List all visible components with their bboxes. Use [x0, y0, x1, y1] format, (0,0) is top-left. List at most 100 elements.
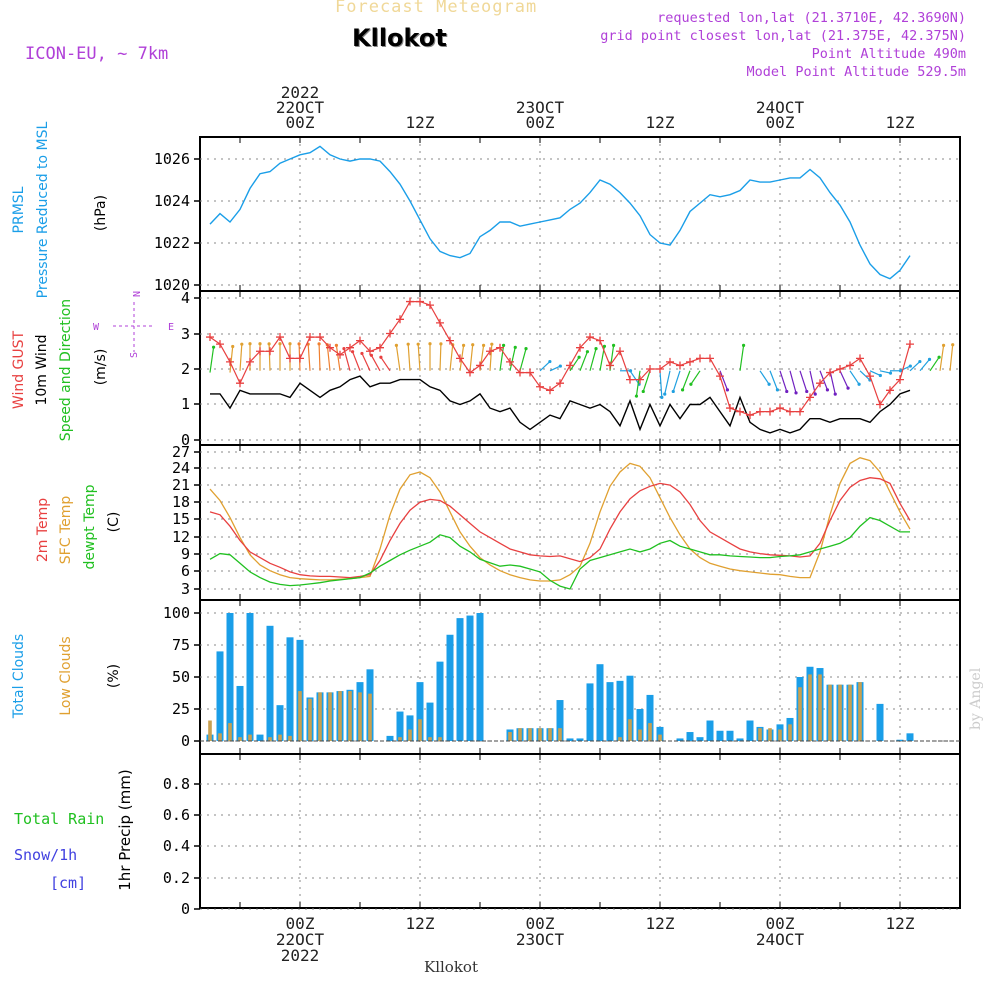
wind-arrow — [268, 343, 271, 371]
wind-arrow — [849, 370, 860, 385]
gust-marker — [396, 315, 404, 324]
total-cloud-bar — [876, 703, 884, 741]
time-axis-top-label: 23OCT — [516, 98, 565, 117]
y-tick-label: 0 — [181, 900, 190, 918]
gust-marker — [336, 350, 344, 359]
total-cloud-bar — [236, 685, 244, 741]
gust-marker — [236, 379, 244, 388]
gust-marker — [326, 343, 334, 352]
gust-marker — [666, 357, 674, 366]
dewpt-line — [209, 516, 910, 590]
gust-marker — [436, 318, 444, 327]
wind-arrow-head — [471, 343, 475, 347]
wind-arrow-head — [741, 343, 746, 348]
gust-marker — [596, 336, 604, 345]
wind-arrow-head — [725, 388, 730, 392]
gust-marker — [286, 354, 294, 363]
gust-marker — [876, 400, 884, 409]
wind-arrow-head — [490, 342, 494, 346]
y-tick-label: 24 — [172, 459, 190, 477]
wind-arrow — [239, 344, 243, 371]
time-axis-bottom-label: 22OCT — [276, 930, 325, 949]
gust-marker — [556, 379, 564, 388]
gust-marker — [416, 297, 424, 306]
wind-arrow-head — [513, 345, 517, 349]
time-axis-bottom-label: 00Z — [766, 914, 795, 933]
wind-arrow — [549, 365, 561, 372]
low-clouds-label: Low Clouds — [58, 636, 74, 715]
total-cloud-bar — [276, 705, 284, 741]
total-cloud-bar — [246, 613, 254, 741]
total-cloud-bar — [426, 702, 434, 741]
wind-arrow — [659, 370, 663, 398]
low-cloud-bar — [538, 728, 542, 741]
gust-marker — [516, 368, 524, 377]
temp2m-line — [209, 477, 911, 579]
low-cloud-bar — [528, 728, 532, 741]
wind-arrow-head — [937, 355, 941, 359]
total-cloud-bar — [706, 720, 714, 741]
low-cloud-bar — [838, 684, 842, 741]
wind-arrow-head — [634, 394, 639, 398]
wind-arrow — [819, 370, 828, 391]
low-cloud-bar — [308, 698, 312, 741]
wind-arrow — [899, 365, 911, 372]
total-cloud-bar — [286, 637, 294, 741]
y-tick-label: 0.8 — [163, 775, 190, 793]
low-cloud-bar — [408, 729, 412, 741]
y-tick-label: 0.6 — [163, 806, 190, 824]
wind-arrow — [343, 348, 351, 371]
wind-arrow-head — [406, 342, 410, 346]
wind-arrow-head — [317, 342, 321, 346]
gust-marker — [546, 386, 554, 395]
snow-legend-label: Snow/1h — [14, 846, 77, 864]
wind-arrow — [489, 344, 493, 371]
total-cloud-bar — [736, 738, 744, 741]
wind-arrow — [209, 347, 215, 373]
gust-marker — [896, 375, 904, 384]
gust-marker — [776, 404, 784, 413]
wind-arrow-head — [297, 342, 301, 346]
low-cloud-bar — [508, 732, 512, 741]
gust-marker — [716, 372, 724, 381]
total-cloud-bar — [576, 738, 584, 741]
gust-marker — [806, 393, 814, 402]
wind-arrow-head — [278, 342, 282, 346]
wind-arrow — [869, 370, 881, 377]
total-cloud-bar — [446, 634, 454, 741]
gust-marker — [766, 407, 774, 416]
low-cloud-bar — [628, 719, 632, 741]
wind-unit-label: (m/s) — [93, 349, 109, 386]
panel-frame-1 — [199, 290, 961, 446]
gust-marker — [316, 333, 324, 342]
wind-arrow-head — [461, 343, 466, 348]
wind-arrow-head — [602, 344, 607, 348]
gust-marker — [456, 354, 464, 363]
wind-arrow-head — [334, 343, 339, 348]
wind-arrow-head — [481, 343, 486, 348]
gust-marker — [386, 329, 394, 338]
gust-marker — [476, 361, 484, 370]
total-cloud-bar — [566, 738, 574, 741]
y-tick-label: 1024 — [154, 192, 190, 210]
gust-marker — [576, 343, 584, 352]
low-cloud-bar — [238, 737, 242, 741]
y-tick-label: 50 — [172, 668, 190, 686]
gust-marker — [526, 368, 534, 377]
wind-arrow — [449, 344, 454, 371]
time-axis-top-label: 2022 — [281, 83, 320, 102]
wind-arrow — [739, 345, 745, 371]
gust-marker — [906, 340, 914, 349]
low-cloud-bar — [768, 728, 772, 741]
low-cloud-bar — [778, 729, 782, 741]
gust-marker — [406, 297, 414, 306]
wind-arrow — [879, 370, 891, 374]
gust-marker — [366, 347, 374, 356]
rain-legend-label: Total Rain — [14, 810, 104, 828]
wind-arrow — [307, 344, 311, 371]
gust-marker — [356, 336, 364, 345]
wind-arrow — [635, 370, 641, 397]
y-tick-label: 0 — [181, 732, 190, 750]
low-cloud-bar — [228, 723, 232, 741]
total-cloud-bar — [896, 739, 904, 741]
